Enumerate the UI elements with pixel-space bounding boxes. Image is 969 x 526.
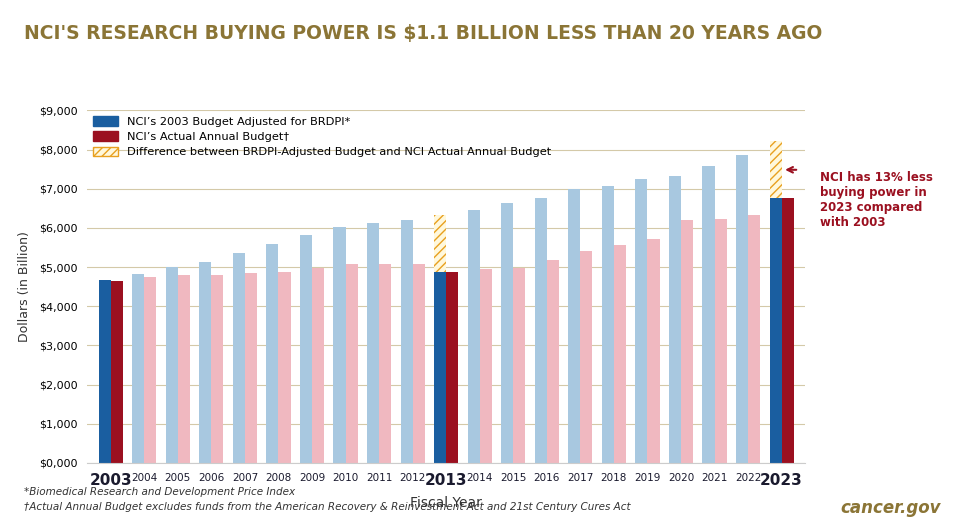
Bar bbox=[400, 220, 412, 463]
Bar bbox=[299, 235, 312, 463]
Bar bbox=[714, 219, 726, 463]
Bar bbox=[245, 274, 257, 463]
Bar bbox=[467, 210, 480, 463]
Bar bbox=[434, 216, 446, 272]
Bar bbox=[345, 264, 358, 463]
Bar bbox=[211, 275, 223, 463]
Bar bbox=[646, 238, 659, 463]
Bar bbox=[680, 220, 693, 463]
Bar bbox=[266, 244, 278, 463]
Bar bbox=[534, 198, 547, 463]
Text: †Actual Annual Budget excludes funds from the American Recovery & Reinvestment A: †Actual Annual Budget excludes funds fro… bbox=[24, 502, 630, 512]
Text: NCI has 13% less
buying power in
2023 compared
with 2003: NCI has 13% less buying power in 2023 co… bbox=[819, 171, 931, 229]
Bar bbox=[735, 155, 747, 463]
Bar bbox=[132, 274, 144, 463]
Bar bbox=[446, 272, 457, 463]
Bar bbox=[635, 179, 646, 463]
X-axis label: Fiscal Year: Fiscal Year bbox=[410, 496, 482, 510]
Text: cancer.gov: cancer.gov bbox=[839, 499, 940, 517]
Bar bbox=[669, 176, 680, 463]
Bar bbox=[110, 281, 123, 463]
Bar bbox=[768, 141, 781, 198]
Bar bbox=[166, 268, 177, 463]
Bar bbox=[434, 216, 446, 463]
Bar bbox=[568, 189, 579, 463]
Text: *Biomedical Research and Development Price Index: *Biomedical Research and Development Pri… bbox=[24, 487, 296, 497]
Bar bbox=[99, 280, 110, 463]
Bar bbox=[199, 262, 211, 463]
Bar bbox=[480, 269, 491, 463]
Bar bbox=[501, 203, 513, 463]
Bar bbox=[579, 251, 592, 463]
Bar bbox=[613, 245, 625, 463]
Bar bbox=[333, 227, 345, 463]
Bar bbox=[278, 272, 291, 463]
Bar bbox=[412, 265, 424, 463]
Text: NCI'S RESEARCH BUYING POWER IS $1.1 BILLION LESS THAN 20 YEARS AGO: NCI'S RESEARCH BUYING POWER IS $1.1 BILL… bbox=[24, 24, 822, 43]
Bar bbox=[366, 223, 379, 463]
Bar bbox=[601, 186, 613, 463]
Bar bbox=[379, 265, 391, 463]
Bar bbox=[768, 141, 781, 198]
Bar bbox=[513, 268, 525, 463]
Bar bbox=[434, 216, 446, 272]
Bar bbox=[233, 253, 245, 463]
Bar bbox=[312, 268, 324, 463]
Bar bbox=[781, 198, 793, 463]
Bar bbox=[747, 215, 760, 463]
Y-axis label: Dollars (in Billion): Dollars (in Billion) bbox=[17, 231, 31, 342]
Bar bbox=[177, 275, 190, 463]
Bar bbox=[702, 166, 714, 463]
Bar bbox=[547, 260, 558, 463]
Legend: NCI’s 2003 Budget Adjusted for BRDPI*, NCI’s Actual Annual Budget†, Difference b: NCI’s 2003 Budget Adjusted for BRDPI*, N… bbox=[93, 116, 550, 157]
Bar bbox=[768, 141, 781, 463]
Bar bbox=[144, 277, 156, 463]
